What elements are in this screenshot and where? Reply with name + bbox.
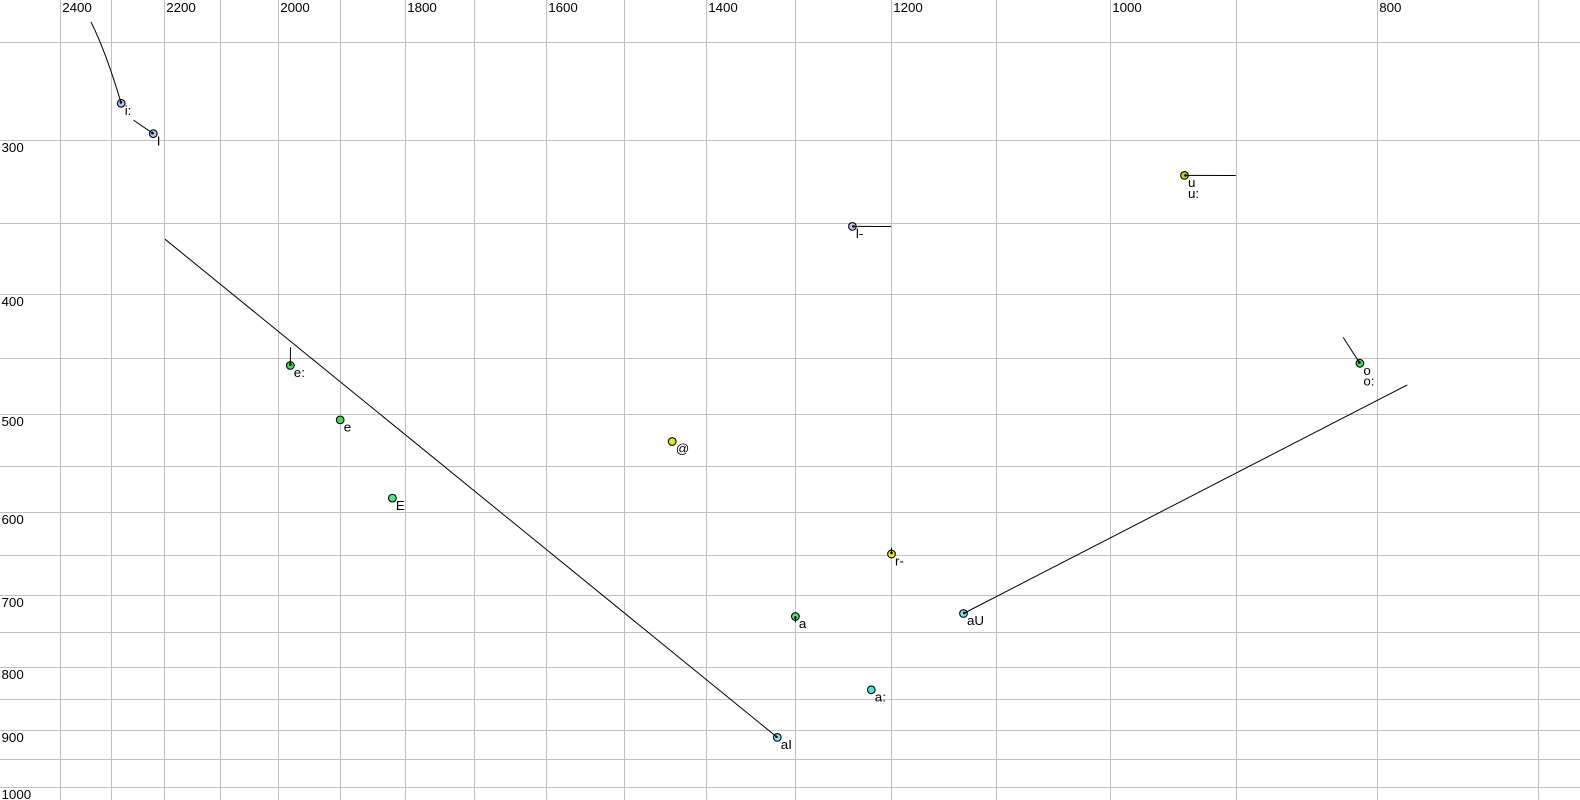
svg-text:2000: 2000	[280, 0, 310, 15]
svg-text:u:: u:	[1188, 186, 1199, 201]
svg-text:300: 300	[2, 140, 24, 155]
svg-text:500: 500	[2, 414, 24, 429]
svg-text:2400: 2400	[62, 0, 92, 15]
svg-text:800: 800	[1379, 0, 1401, 15]
svg-text:E: E	[396, 498, 405, 513]
svg-text:1000: 1000	[2, 787, 32, 800]
svg-text:a:: a:	[875, 690, 886, 705]
svg-text:I: I	[157, 133, 161, 148]
svg-text:1400: 1400	[708, 0, 738, 15]
svg-text:1600: 1600	[548, 0, 578, 15]
svg-text:o:: o:	[1363, 374, 1374, 389]
svg-text:aI: aI	[781, 737, 792, 752]
svg-text:1200: 1200	[893, 0, 923, 15]
svg-text:e: e	[344, 420, 351, 435]
svg-text:l-: l-	[856, 226, 863, 241]
svg-text:700: 700	[2, 595, 24, 610]
svg-text:400: 400	[2, 294, 24, 309]
svg-text:1800: 1800	[407, 0, 437, 15]
svg-text:e:: e:	[294, 365, 305, 380]
svg-text:1000: 1000	[1112, 0, 1142, 15]
svg-text:aU: aU	[967, 613, 984, 628]
svg-text:@: @	[676, 441, 690, 456]
svg-text:800: 800	[2, 667, 24, 682]
svg-text:o: o	[1363, 363, 1370, 378]
svg-text:u: u	[1188, 175, 1195, 190]
svg-text:a: a	[799, 616, 807, 631]
svg-text:r-: r-	[895, 554, 904, 569]
svg-text:900: 900	[2, 730, 24, 745]
svg-text:600: 600	[2, 512, 24, 527]
svg-text:2200: 2200	[166, 0, 196, 15]
svg-text:i:: i:	[125, 103, 132, 118]
